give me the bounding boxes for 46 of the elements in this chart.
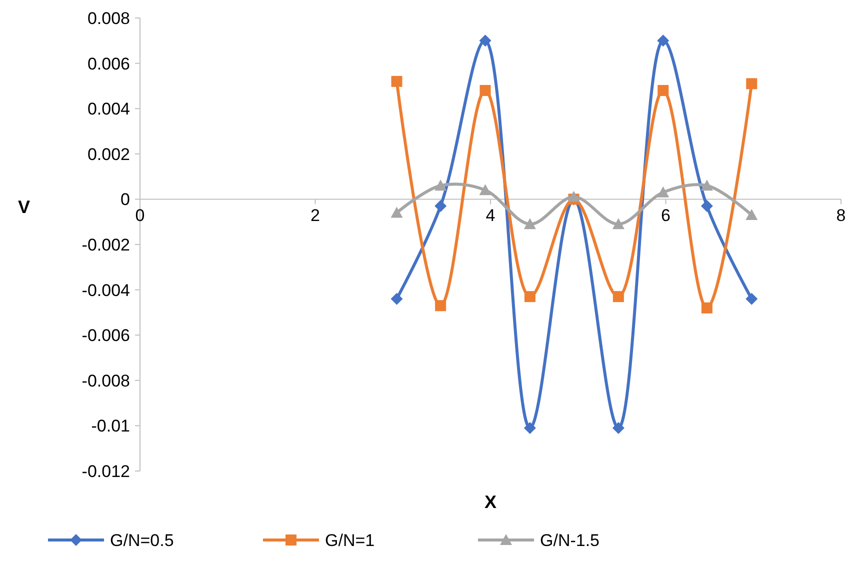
point [391,76,402,87]
point [612,291,624,302]
point [612,422,624,434]
point [657,34,670,47]
point [434,200,447,212]
y-tick-label: -0.012 [82,462,130,481]
y-tick-label: -0.006 [82,326,130,346]
y-tick-label: -0.008 [82,371,130,390]
x-tick-label: 4 [486,206,496,226]
point [480,84,491,96]
point [612,218,624,230]
point [390,206,403,218]
point [746,292,758,305]
legend-label: G/N=1 [325,531,375,550]
point [746,209,758,220]
point [524,218,536,230]
x-tick-label: 2 [310,206,320,226]
point [657,186,670,198]
point [434,180,447,191]
y-tick-label: 0.004 [87,100,130,119]
point [658,84,669,96]
y-tick-label: -0.01 [91,416,130,436]
y-tick-label: 0.006 [87,54,130,74]
x-axis-title: X [484,492,497,512]
x-tick-label: 6 [661,206,670,226]
point [700,200,713,212]
point [479,34,492,47]
point [568,190,580,202]
y-tick-label: -0.002 [82,236,130,254]
point [390,292,403,305]
x-tick-label: 0 [135,206,145,226]
point [524,422,536,434]
y-axis-title: V [18,197,30,218]
y-tick-label: -0.004 [82,280,130,300]
point [746,78,758,90]
x-tick-label: 8 [836,206,846,226]
legend-label: G/N-1.5 [540,531,600,550]
legend-label: G/N=0.5 [110,531,174,550]
point [435,300,446,312]
point [701,302,712,314]
point [700,180,713,191]
point [479,184,492,196]
point [524,291,536,302]
y-tick-label: 0 [120,190,130,210]
y-tick-label: 0.008 [87,9,130,28]
y-tick-label: 0.002 [87,144,130,164]
